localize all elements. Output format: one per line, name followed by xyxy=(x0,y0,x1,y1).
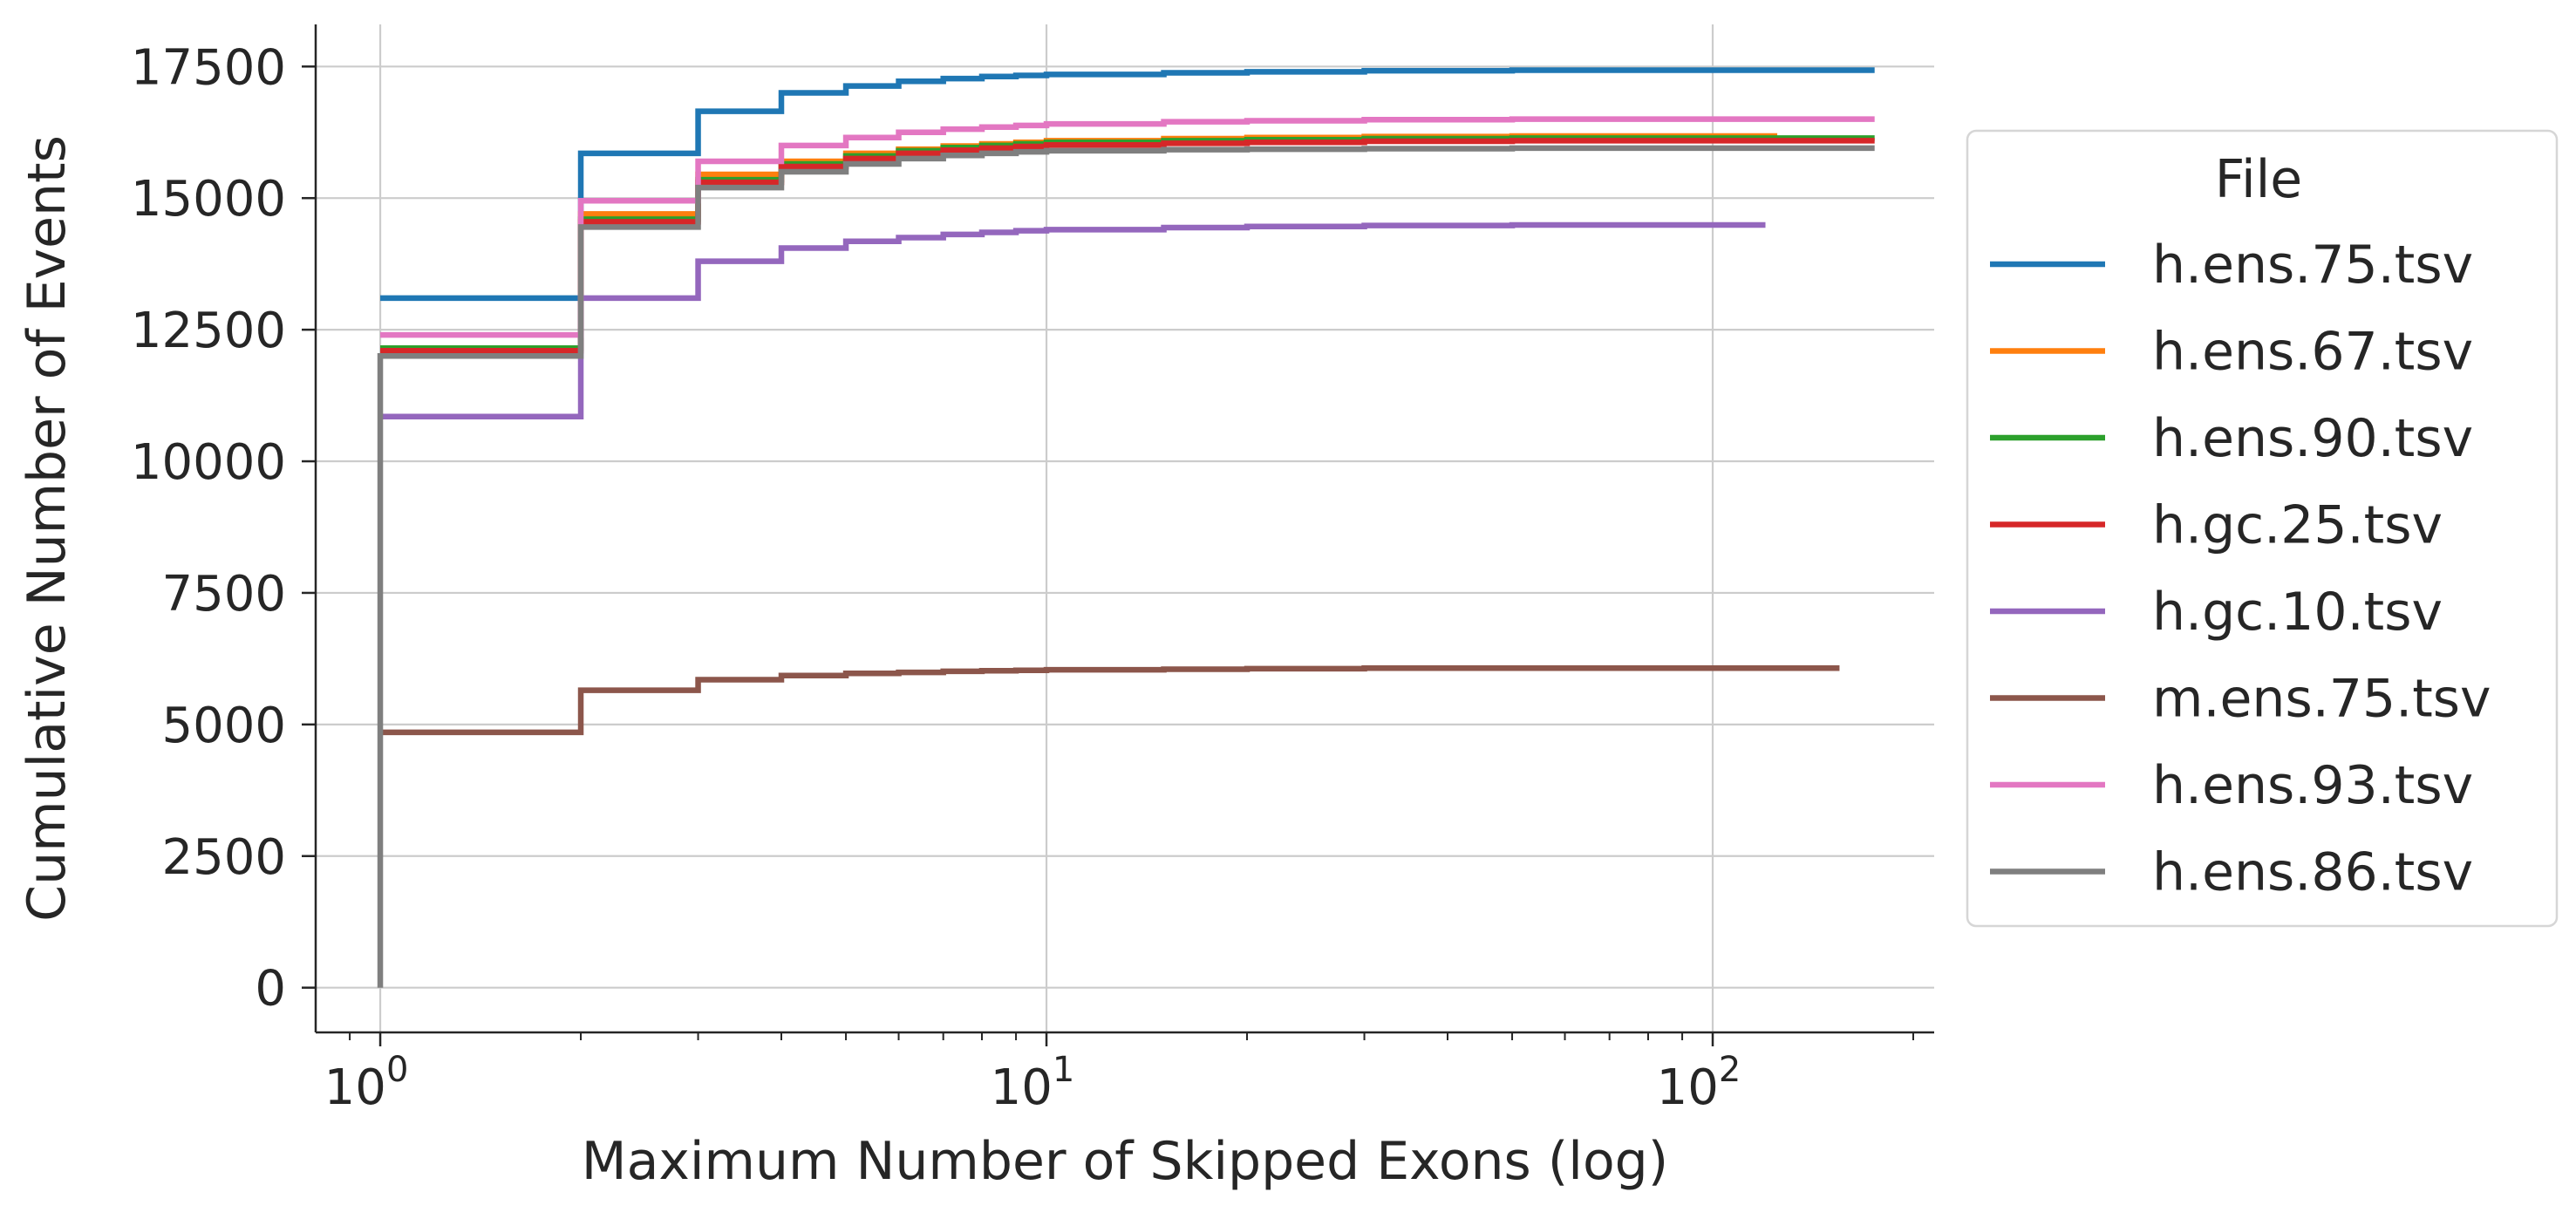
y-tick-label: 12500 xyxy=(131,303,286,359)
series-line-h.ens.86.tsv xyxy=(377,145,1875,988)
series-line-h.ens.93.tsv xyxy=(380,116,1875,338)
legend-frame xyxy=(1966,129,2559,928)
y-tick-label: 0 xyxy=(255,961,286,1018)
axes xyxy=(314,24,1934,1034)
y-tick-label: 15000 xyxy=(131,171,286,228)
grid-lines xyxy=(316,24,1934,1032)
x-tick-exponent: 0 xyxy=(386,1050,408,1090)
legend-title: File xyxy=(2215,149,2302,210)
x-tick-label: 100 xyxy=(324,1050,409,1116)
y-tick-label: 17500 xyxy=(131,39,286,96)
series-line-h.ens.90.tsv xyxy=(380,135,1875,351)
y-tick-label: 5000 xyxy=(161,698,286,754)
legend-item-label: h.gc.25.tsv xyxy=(2152,495,2443,556)
legend-item-label: m.ens.75.tsv xyxy=(2152,669,2491,730)
x-tick-label: 102 xyxy=(1657,1050,1741,1116)
y-axis-label: Cumulative Number of Events xyxy=(17,135,78,922)
legend-item-label: h.ens.75.tsv xyxy=(2152,235,2473,296)
y-tick-label: 7500 xyxy=(161,566,286,623)
series-line-h.gc.25.tsv xyxy=(380,138,1875,354)
x-tick-label: 101 xyxy=(991,1050,1075,1116)
x-axis-label: Maximum Number of Skipped Exons (log) xyxy=(582,1131,1668,1192)
legend-item-label: h.ens.67.tsv xyxy=(2152,322,2473,383)
x-tick-exponent: 1 xyxy=(1053,1050,1074,1090)
series-line-h.ens.75.tsv xyxy=(380,67,1875,302)
y-tick-label: 2500 xyxy=(161,829,286,886)
legend-item-label: h.ens.90.tsv xyxy=(2152,408,2473,469)
x-tick-base: 10 xyxy=(1657,1059,1719,1116)
x-tick-base: 10 xyxy=(324,1059,386,1116)
series-line-h.gc.10.tsv xyxy=(380,221,1766,419)
legend-item-label: h.ens.93.tsv xyxy=(2152,755,2473,816)
y-tick-label: 10000 xyxy=(131,434,286,491)
series-layer xyxy=(377,67,1875,988)
x-tick-base: 10 xyxy=(991,1059,1053,1116)
legend-items: h.ens.75.tsv h.ens.67.tsv h.ens.90.tsv h.gc… xyxy=(1990,235,2491,903)
series-line-m.ens.75.tsv xyxy=(380,665,1840,736)
legend-item-label: h.ens.86.tsv xyxy=(2152,842,2473,903)
legend-item-label: h.gc.10.tsv xyxy=(2152,582,2443,643)
series-line-h.ens.67.tsv xyxy=(380,133,1778,351)
legend: File h.ens.75.tsv h.ens.67.tsv h.ens.90.ts… xyxy=(1966,129,2559,928)
x-tick-exponent: 2 xyxy=(1719,1050,1741,1090)
